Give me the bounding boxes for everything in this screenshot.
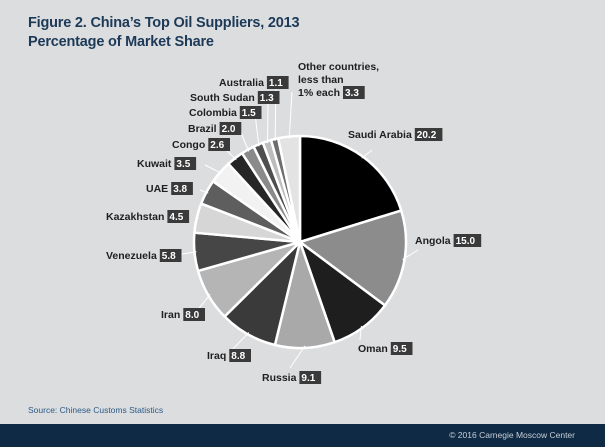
value-badge: [343, 86, 365, 99]
slice-name: Other countries,: [298, 61, 379, 73]
value-badge: [257, 91, 280, 104]
slice-label-congo: Congo 2.6: [172, 138, 230, 151]
slice-name: Brazil: [188, 123, 217, 135]
value-badge: [239, 106, 262, 119]
slice-name: Russia: [262, 372, 297, 384]
slice-name: Kazakhstan: [106, 211, 164, 223]
leader-line-angola: [402, 249, 419, 260]
leader-line-other-countries-less-than-1-each: [288, 91, 293, 139]
slice-value: 3.3: [345, 88, 359, 99]
slice-name: Saudi Arabia: [348, 129, 412, 141]
slice-value: 3.5: [176, 159, 190, 170]
pie-slice-saudi-arabia: [298, 134, 403, 244]
slice-value: 5.8: [162, 251, 176, 262]
leader-line-colombia: [254, 113, 260, 147]
slice-label-venezuela: Venezuela 5.8: [106, 249, 182, 262]
value-badge: [167, 210, 190, 223]
slice-value: 4.5: [169, 212, 183, 223]
value-badge: [229, 349, 251, 362]
slice-label-angola: Angola 15.0: [415, 234, 482, 247]
slice-value: 8.0: [185, 310, 199, 321]
slice-label-saudi-arabia: Saudi Arabia 20.2: [348, 128, 443, 141]
value-badge: [266, 76, 289, 89]
slice-name: Iran: [161, 309, 180, 321]
slice-value: 2.6: [210, 140, 224, 151]
leader-line-saudi-arabia: [361, 149, 373, 159]
slice-name: Angola: [415, 235, 451, 247]
source-note: Source: Chinese Customs Statistics: [28, 405, 164, 415]
pie-slice-angola: [298, 209, 408, 307]
slice-name: South Sudan: [190, 92, 255, 104]
slice-label-iraq: Iraq 8.8: [207, 349, 251, 362]
slice-label-iran: Iran 8.0: [161, 308, 205, 321]
slice-label-kazakhstan: Kazakhstan 4.5: [106, 210, 190, 223]
value-badge: [219, 122, 242, 135]
slice-name: Congo: [172, 139, 205, 151]
slice-label-australia: Australia 1.1: [219, 76, 289, 89]
slice-name: 1% each: [298, 87, 340, 99]
value-badge: [174, 157, 197, 170]
slice-value: 20.2: [417, 130, 437, 141]
slice-label-brazil: Brazil 2.0: [188, 122, 242, 135]
leader-line-brazil: [239, 129, 250, 152]
value-badge: [183, 308, 205, 321]
leader-line-uae: [199, 189, 209, 194]
slice-value: 1.3: [260, 93, 274, 104]
slice-label-kuwait: Kuwait 3.5: [137, 157, 197, 170]
value-badge: [414, 128, 443, 141]
slice-label-south-sudan: South Sudan 1.3: [190, 91, 280, 104]
slice-labels: Saudi Arabia 20.2 Angola 15.0 Oman 9.5 Russia 9…: [106, 61, 482, 384]
slice-name: Colombia: [189, 107, 237, 119]
slice-name: Oman: [358, 343, 388, 355]
slice-value: 1.5: [242, 108, 256, 119]
slice-label-colombia: Colombia 1.5: [189, 106, 262, 119]
value-badge: [453, 234, 482, 247]
value-badge: [390, 342, 413, 355]
slice-label-uae: UAE 3.8: [146, 182, 193, 195]
slice-name: Iraq: [207, 350, 226, 362]
pie-slices: [192, 134, 408, 350]
chart-title: Figure 2. China’s Top Oil Suppliers, 201…: [28, 15, 300, 31]
leader-line-kuwait: [204, 164, 222, 174]
value-badge: [299, 371, 322, 384]
slice-label-oman: Oman 9.5: [358, 342, 413, 355]
leader-line-russia: [289, 345, 306, 369]
slice-value: 3.8: [173, 184, 187, 195]
chart-subtitle: Percentage of Market Share: [28, 34, 214, 50]
slice-name: Kuwait: [137, 158, 172, 170]
slice-name: less than: [298, 74, 344, 86]
chart-title-block: Figure 2. China’s Top Oil Suppliers, 201…: [28, 14, 300, 52]
footer-bar: © 2016 Carnegie Moscow Center: [0, 424, 605, 447]
pie-chart: Saudi Arabia 20.2 Angola 15.0 Oman 9.5 Russia 9…: [106, 61, 482, 384]
slice-value: 15.0: [456, 236, 476, 247]
value-badge: [159, 249, 182, 262]
leader-line-oman: [359, 325, 362, 341]
slice-value: 9.1: [301, 373, 315, 384]
slice-value: 2.0: [222, 124, 236, 135]
leader-line-iraq: [231, 332, 250, 351]
value-badge: [208, 138, 230, 151]
slice-value: 9.5: [393, 344, 407, 355]
slice-name: Venezuela: [106, 250, 157, 262]
copyright-text: © 2016 Carnegie Moscow Center: [449, 430, 575, 440]
value-badge: [171, 182, 193, 195]
slice-label-russia: Russia 9.1: [262, 371, 322, 384]
slice-value: 1.1: [269, 78, 283, 89]
slice-name: UAE: [146, 183, 168, 195]
slice-value: 8.8: [231, 351, 245, 362]
slice-name: Australia: [219, 77, 264, 89]
